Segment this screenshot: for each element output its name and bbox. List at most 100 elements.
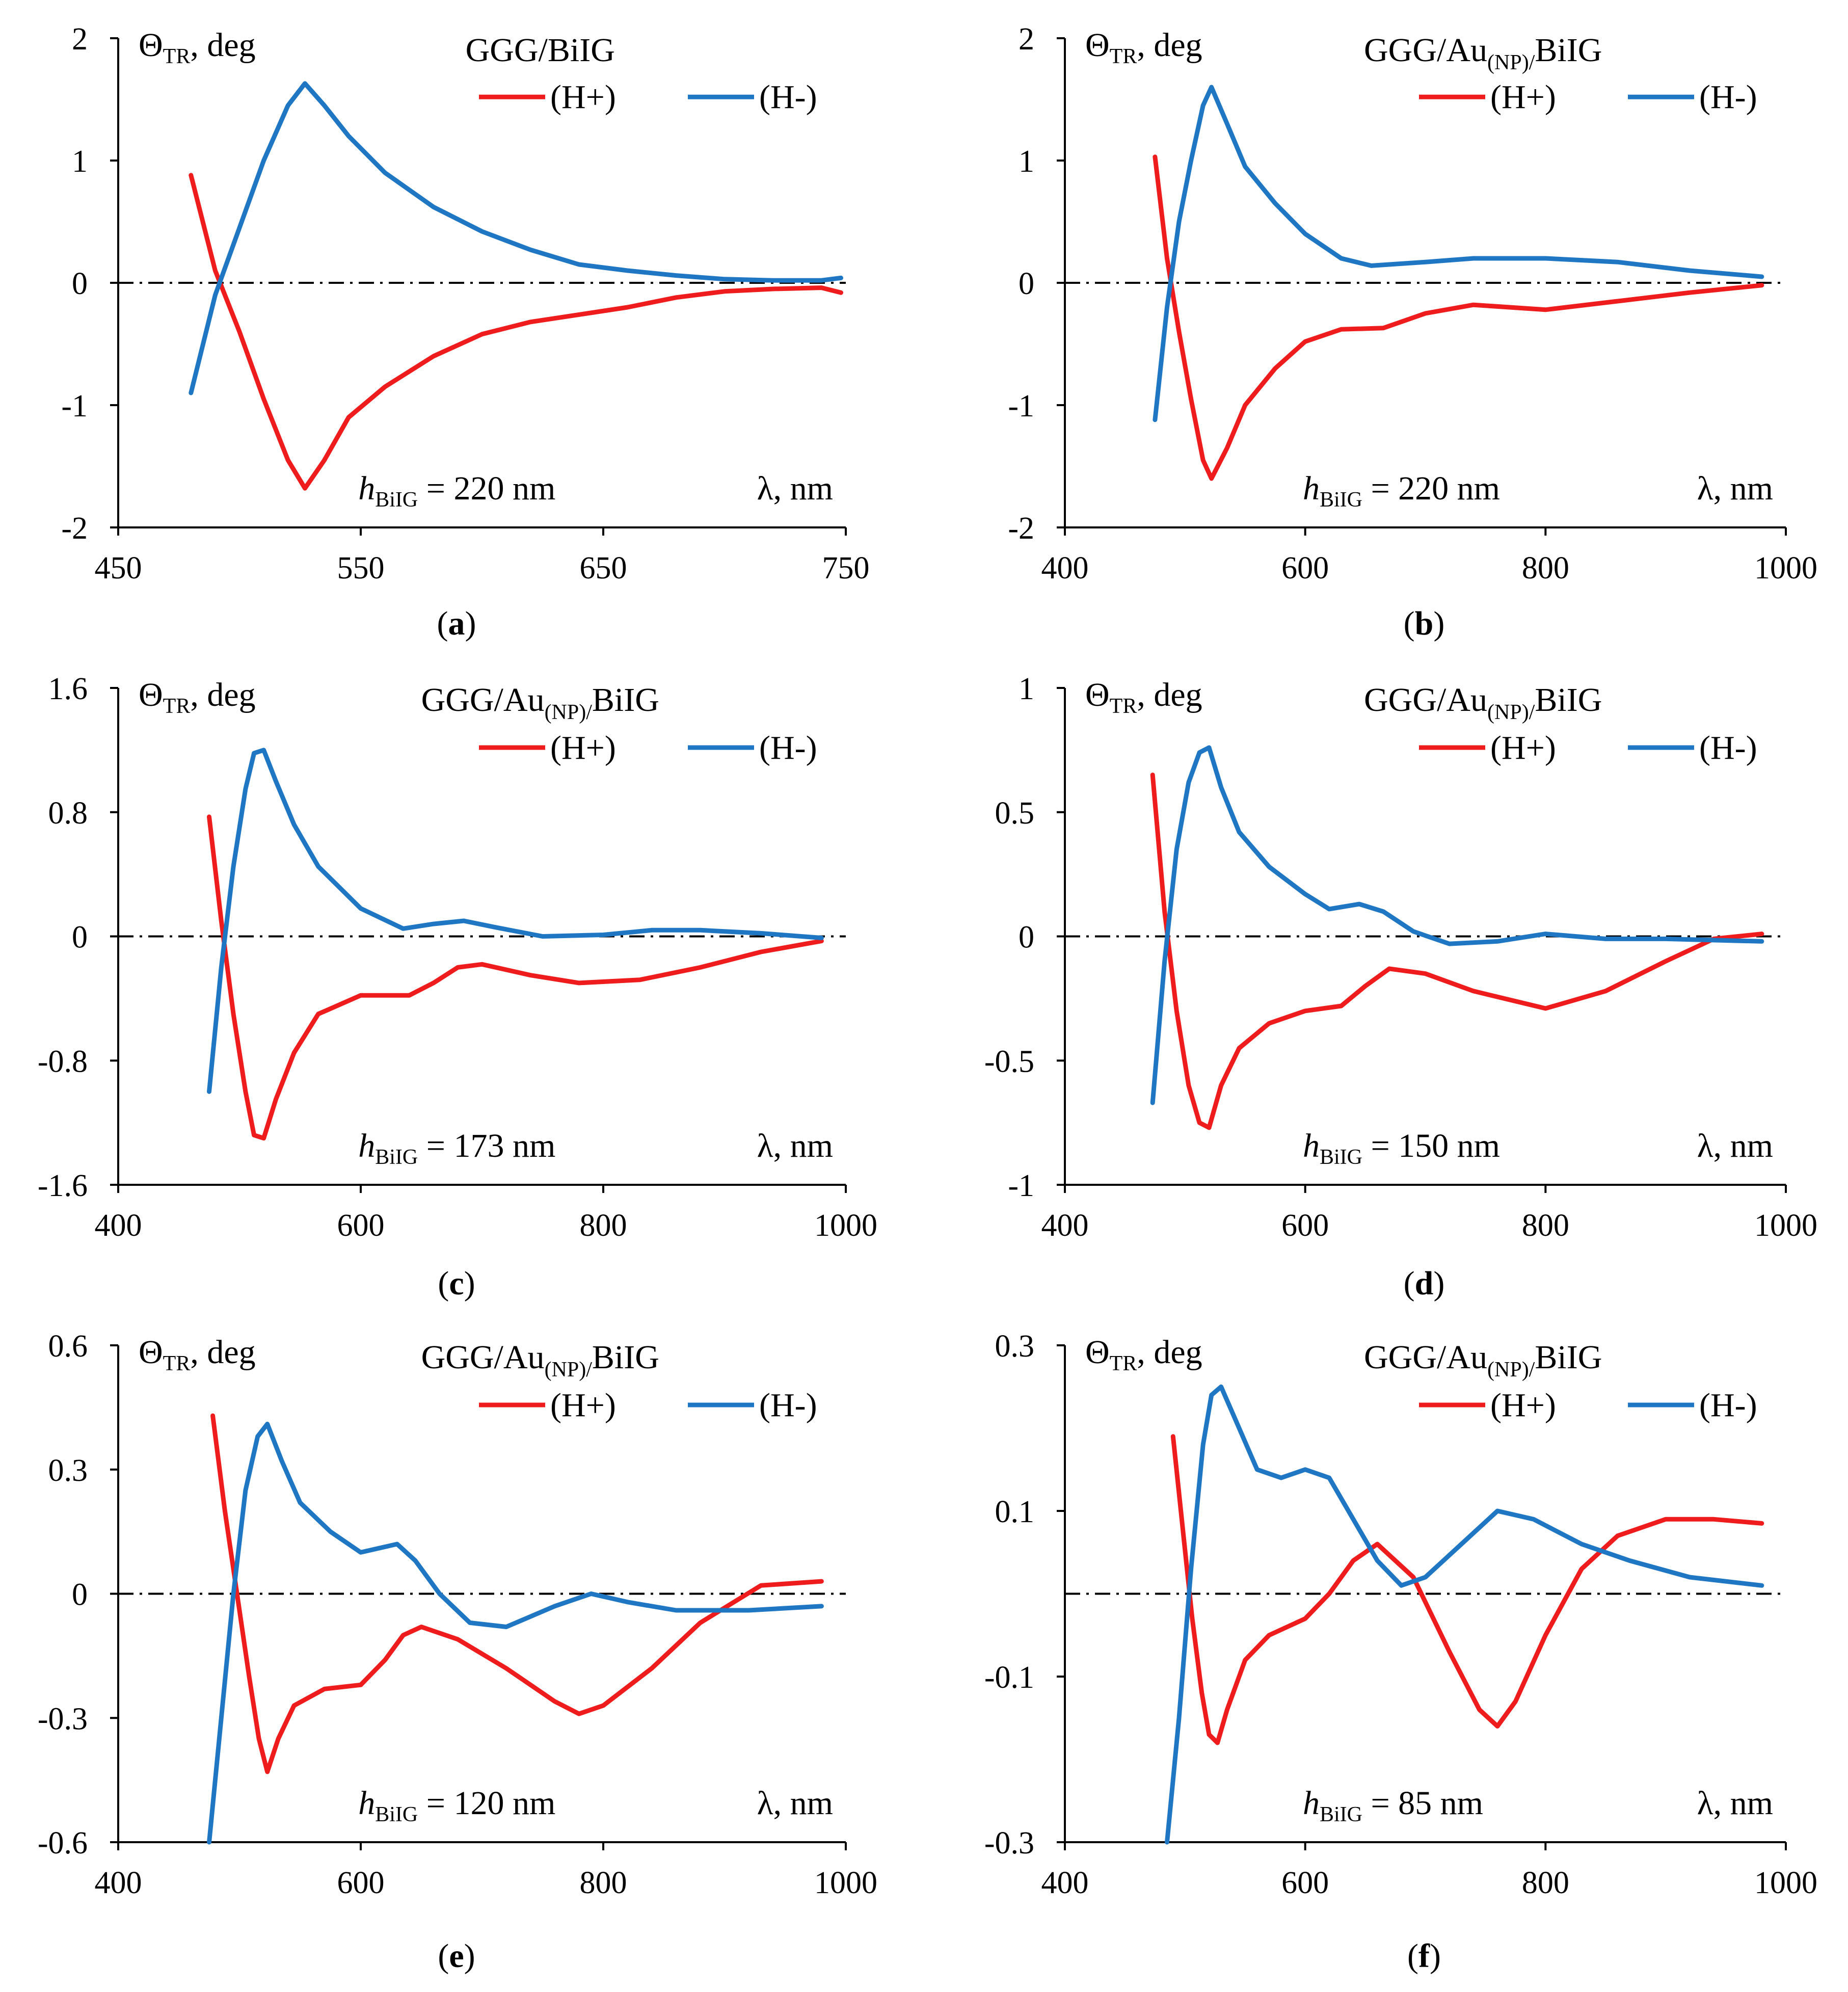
x-tick-label: 1000 <box>1754 1208 1817 1243</box>
x-tick-label: 600 <box>1281 1208 1329 1243</box>
y-tick-label: -0.1 <box>984 1660 1034 1695</box>
legend-label: (H+) <box>550 78 616 116</box>
y-tick-label: 0.5 <box>995 796 1035 831</box>
x-tick-label: 1000 <box>814 1208 877 1243</box>
x-tick-label: 800 <box>1522 1208 1569 1243</box>
y-tick-label: 0 <box>1019 267 1034 301</box>
y-tick-label: -0.6 <box>38 1826 88 1861</box>
chart-title: GGG/Au(NP)/BiIG <box>421 681 659 724</box>
chart-title: GGG/Au(NP)/BiIG <box>1364 1339 1602 1382</box>
x-tick-label: 800 <box>580 1208 627 1243</box>
series-line-h-plus <box>1150 773 1764 1130</box>
x-tick-label: 400 <box>1041 1208 1089 1243</box>
y-axis-label: ΘTR, deg <box>1085 1334 1202 1375</box>
x-tick-label: 650 <box>580 551 627 586</box>
x-axis-label: λ, nm <box>1697 1785 1773 1822</box>
y-tick-label: 2 <box>1019 22 1034 57</box>
legend-label: (H+) <box>550 1387 616 1424</box>
series-line-h-plus <box>1153 154 1764 481</box>
x-axis-label: λ, nm <box>757 470 833 507</box>
y-tick-label: -2 <box>61 511 88 546</box>
series-line-h-minus <box>207 1421 824 1845</box>
x-tick-label: 550 <box>337 551 385 586</box>
series-line-h-plus <box>210 1413 824 1774</box>
y-tick-label: 0 <box>72 920 88 955</box>
panel-caption: (a) <box>437 605 476 642</box>
x-tick-label: 400 <box>95 1866 142 1900</box>
x-tick-label: 800 <box>1522 1866 1569 1900</box>
y-tick-label: 0 <box>72 267 88 301</box>
y-tick-label: 1 <box>1019 672 1034 706</box>
y-tick-label: 0.1 <box>995 1495 1035 1529</box>
series-line-h-minus <box>1165 1384 1764 1845</box>
x-tick-label: 400 <box>95 1208 142 1243</box>
y-axis-label: ΘTR, deg <box>1085 26 1202 68</box>
y-tick-label: 0.8 <box>48 796 88 831</box>
x-tick-label: 400 <box>1041 551 1089 586</box>
y-tick-label: -0.3 <box>38 1702 88 1736</box>
y-tick-label: 2 <box>72 22 88 57</box>
y-tick-label: -0.8 <box>38 1044 88 1079</box>
legend-label: (H-) <box>1699 78 1757 116</box>
series-line-h-plus <box>207 814 824 1141</box>
y-axis-label: ΘTR, deg <box>139 676 256 718</box>
y-axis-label: ΘTR, deg <box>139 26 256 68</box>
x-axis-label: λ, nm <box>757 1127 833 1164</box>
x-tick-label: 1000 <box>814 1866 877 1900</box>
chart-title: GGG/Au(NP)/BiIG <box>1364 681 1602 724</box>
panel-caption: (f) <box>1407 1937 1441 1975</box>
x-tick-label: 600 <box>337 1866 385 1900</box>
legend-label: (H-) <box>1699 729 1757 766</box>
x-tick-label: 400 <box>1041 1866 1089 1900</box>
legend-label: (H+) <box>1490 78 1556 116</box>
thickness-label: hBiIG = 120 nm <box>358 1785 555 1826</box>
y-tick-label: 1 <box>72 144 88 179</box>
y-tick-label: -1 <box>61 389 88 423</box>
x-tick-label: 600 <box>1281 551 1329 586</box>
legend-label: (H+) <box>1490 729 1556 766</box>
legend-label: (H-) <box>759 78 817 116</box>
y-tick-label: 1.6 <box>48 672 88 706</box>
y-axis-label: ΘTR, deg <box>1085 676 1202 718</box>
panel-caption: (b) <box>1404 605 1445 642</box>
x-tick-label: 800 <box>1522 551 1569 586</box>
y-tick-label: 0 <box>72 1578 88 1612</box>
y-tick-label: 0.3 <box>995 1329 1035 1364</box>
chart-title: GGG/Au(NP)/BiIG <box>1364 32 1602 74</box>
series-line-h-minus <box>189 81 843 395</box>
series-line-h-minus <box>1153 85 1764 422</box>
x-tick-label: 450 <box>95 551 142 586</box>
thickness-label: hBiIG = 173 nm <box>358 1127 555 1169</box>
y-tick-label: 1 <box>1019 144 1034 179</box>
y-axis-label: ΘTR, deg <box>139 1334 256 1375</box>
y-tick-label: -2 <box>1008 511 1034 546</box>
chart-title: GGG/Au(NP)/BiIG <box>421 1339 659 1382</box>
legend-label: (H+) <box>550 729 616 766</box>
panel-caption: (e) <box>438 1937 475 1975</box>
x-tick-label: 1000 <box>1754 1866 1817 1900</box>
x-axis-label: λ, nm <box>1697 470 1773 507</box>
thickness-label: hBiIG = 85 nm <box>1303 1785 1483 1826</box>
y-tick-label: -0.5 <box>984 1044 1034 1079</box>
legend-label: (H+) <box>1490 1387 1556 1424</box>
panel-caption: (c) <box>438 1265 475 1302</box>
y-tick-label: 0 <box>1019 920 1034 955</box>
y-tick-label: 0.3 <box>48 1453 88 1488</box>
thickness-label: hBiIG = 220 nm <box>1303 470 1500 512</box>
thickness-label: hBiIG = 220 nm <box>358 470 555 512</box>
y-tick-label: -1.6 <box>38 1168 88 1203</box>
x-tick-label: 600 <box>1281 1866 1329 1900</box>
y-tick-label: -1 <box>1008 1168 1034 1203</box>
legend-label: (H-) <box>1699 1387 1757 1424</box>
series-line-h-plus <box>1170 1434 1764 1745</box>
panel-caption: (d) <box>1404 1265 1445 1302</box>
x-tick-label: 600 <box>337 1208 385 1243</box>
y-tick-label: -1 <box>1008 389 1034 423</box>
